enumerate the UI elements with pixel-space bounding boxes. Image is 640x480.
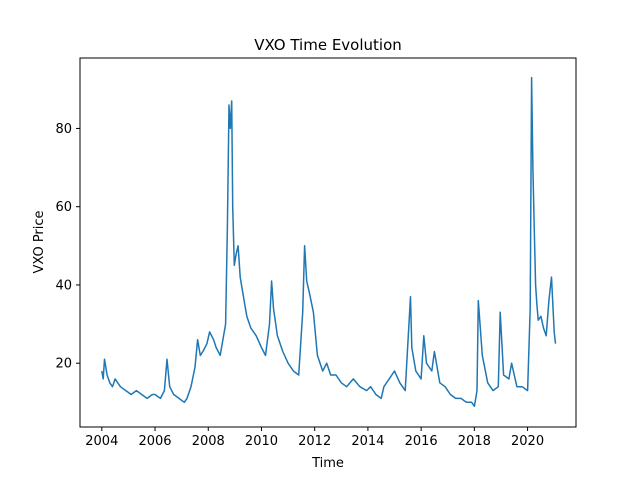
x-tick-label: 2018 xyxy=(458,434,491,449)
x-tick-label: 2004 xyxy=(85,434,118,449)
plot-area xyxy=(101,76,557,408)
y-tick-label: 80 xyxy=(55,122,72,137)
chart-title: VXO Time Evolution xyxy=(254,36,402,54)
y-tick-label: 20 xyxy=(55,357,72,372)
series-line-vxo xyxy=(101,76,557,408)
y-tick-label: 40 xyxy=(55,278,72,293)
x-tick-label: 2008 xyxy=(192,434,225,449)
y-tick-label: 60 xyxy=(55,200,72,215)
x-tick-label: 2020 xyxy=(511,434,544,449)
x-axis-ticks: 2004 2006 2008 2010 2012 2014 2016 2018 2020 xyxy=(85,427,544,449)
y-axis-label: VXO Price xyxy=(32,210,47,273)
x-axis-label: Time xyxy=(311,456,344,471)
x-tick-label: 2014 xyxy=(351,434,384,449)
x-tick-label: 2010 xyxy=(245,434,278,449)
x-tick-label: 2006 xyxy=(138,434,171,449)
x-tick-label: 2012 xyxy=(298,434,331,449)
axes-frame xyxy=(79,57,577,428)
x-tick-label: 2016 xyxy=(405,434,438,449)
y-axis-ticks: 20 40 60 80 xyxy=(55,122,80,372)
